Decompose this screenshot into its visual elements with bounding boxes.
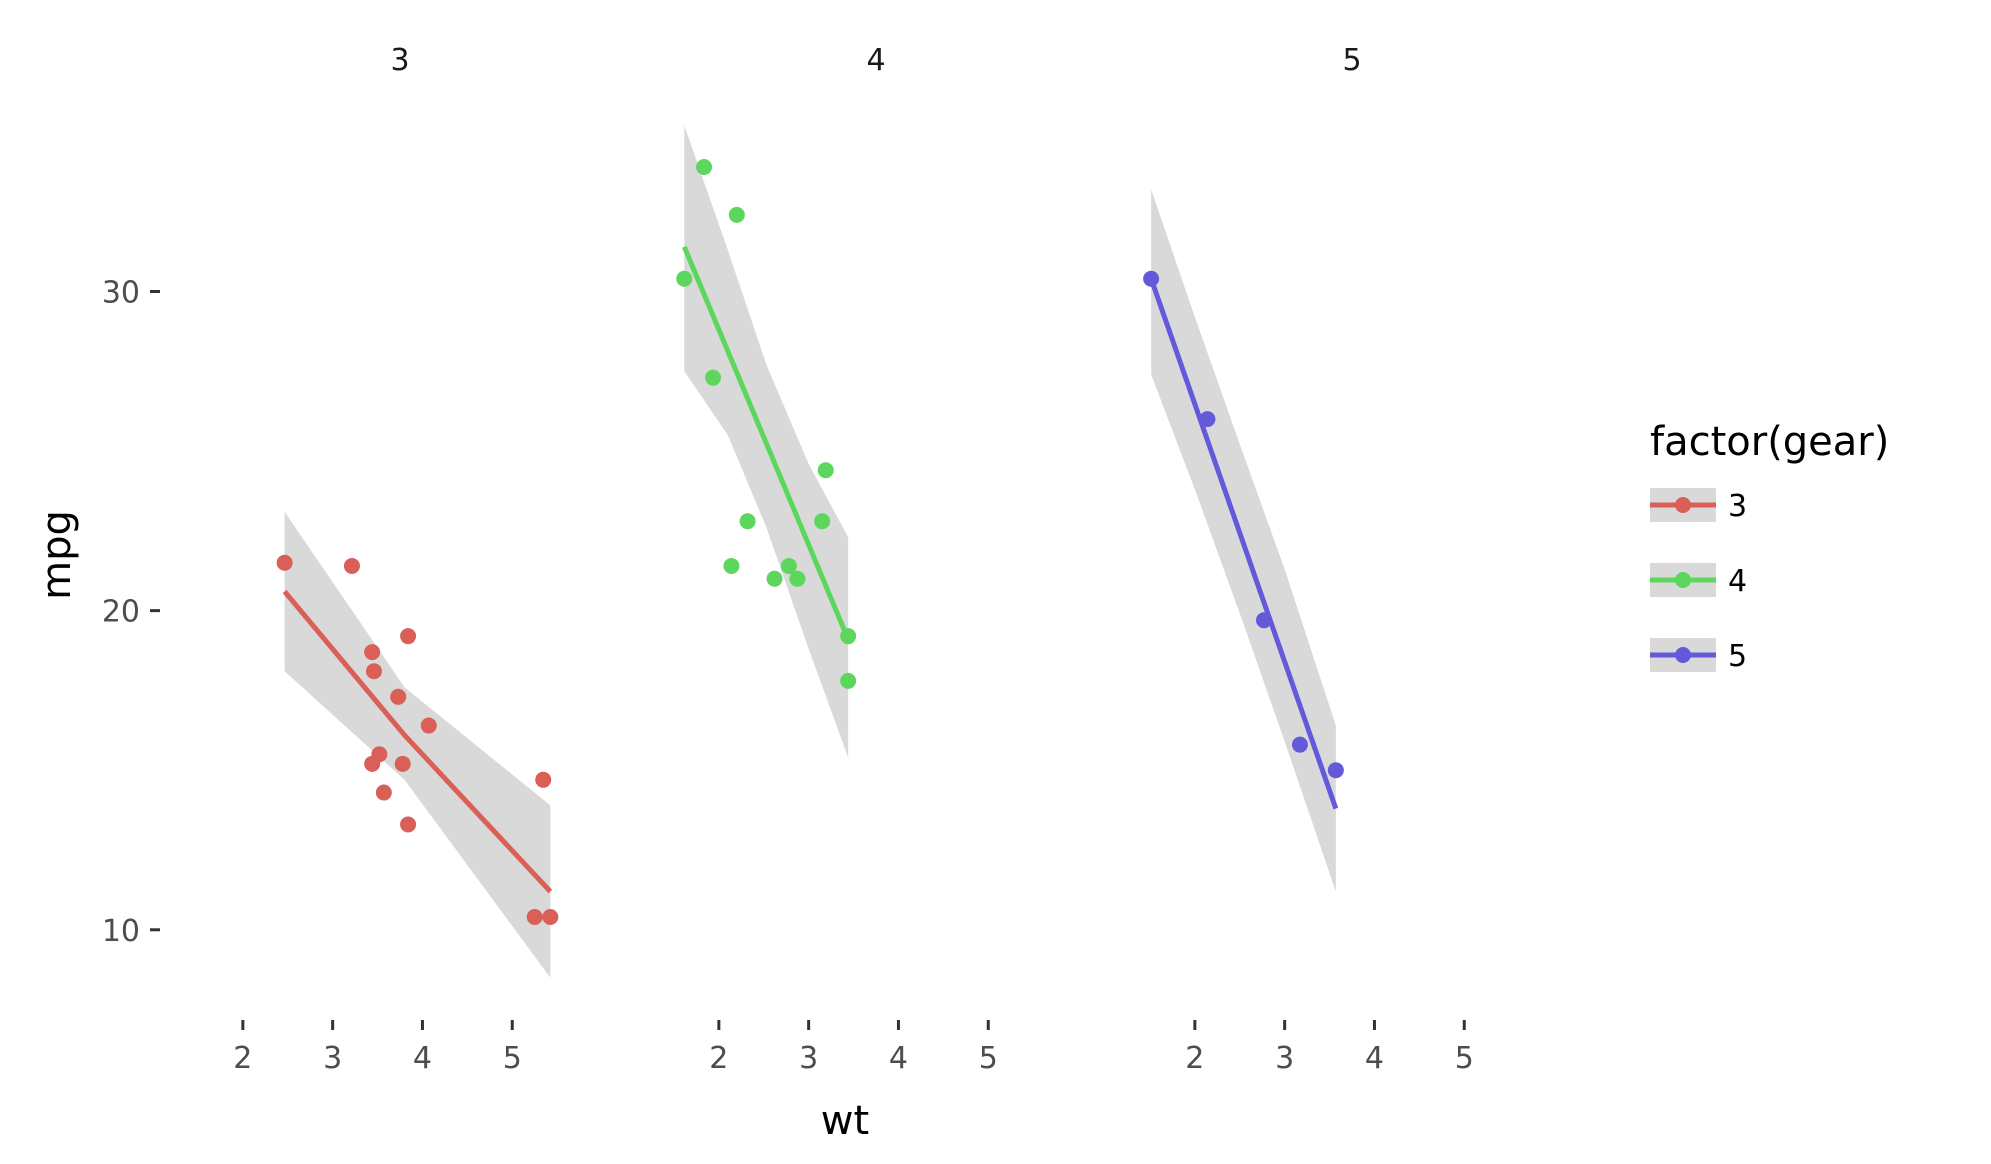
panel-3: 3 [276,43,559,978]
data-point-3-11 [420,717,437,734]
y-tick-label: 30 [102,275,140,310]
legend-label-4: 4 [1728,564,1747,599]
data-point-4-5 [739,513,756,530]
y-tick-label: 20 [102,595,140,630]
fit-line-5 [1148,277,1339,810]
x-tick-label: 3 [799,1041,818,1076]
data-point-4-2 [696,159,713,176]
facet-label-4: 4 [866,43,885,78]
legend-item-3: 3 [1650,488,1747,524]
chart-panels: 3 4 5 [276,43,1362,978]
data-point-4-7 [780,557,797,574]
data-point-4-0 [728,206,745,223]
legend-label-5: 5 [1728,639,1747,674]
x-tick-label: 2 [1185,1041,1204,1076]
panel-5: 5 [1143,43,1362,892]
y-tick-label: 10 [102,914,140,949]
x-axis-panel-4: 2 3 4 5 [709,1020,998,1076]
facet-label-3: 3 [390,43,409,78]
x-tick-label: 3 [1275,1041,1294,1076]
x-tick-label: 5 [1455,1041,1474,1076]
legend: factor(gear) 3 4 5 [1650,419,1889,674]
legend-items: 3 4 5 [1650,488,1747,674]
legend-item-5: 5 [1650,638,1747,674]
data-point-4-1 [676,270,693,287]
x-tick-label: 2 [233,1041,252,1076]
y-axis: 10 20 30 [102,275,160,949]
x-axes: 2 3 4 5 2 3 4 5 2 3 4 5 [233,1020,1474,1076]
x-tick-label: 4 [1365,1041,1384,1076]
data-point-3-6 [371,746,388,763]
x-axis-title: wt [821,1098,869,1144]
data-point-3-4 [375,784,392,801]
data-point-3-7 [390,688,407,705]
data-point-4-12 [840,672,857,689]
panel-4: 4 [676,43,886,758]
data-point-4-8 [789,570,806,587]
legend-title: factor(gear) [1650,419,1889,465]
x-tick-label: 5 [979,1041,998,1076]
data-point-3-12 [526,909,543,926]
x-tick-label: 3 [323,1041,342,1076]
fit-line-3 [282,589,553,894]
x-tick-label: 5 [503,1041,522,1076]
legend-key-point [1675,647,1691,663]
data-point-3-0 [276,554,293,571]
legend-label-3: 3 [1728,489,1747,524]
data-point-5-4 [1327,762,1344,779]
data-point-4-9 [814,513,831,530]
confidence-band-3 [284,511,551,978]
fit-line-4 [681,245,851,641]
data-point-3-8 [394,755,411,772]
legend-item-4: 4 [1650,563,1747,599]
x-tick-label: 2 [709,1041,728,1076]
data-point-3-13 [542,909,559,926]
facet-label-5: 5 [1342,43,1361,78]
x-tick-label: 4 [413,1041,432,1076]
data-point-5-3 [1291,736,1308,753]
legend-key-point [1675,572,1691,588]
data-point-3-9 [400,628,417,645]
x-axis-panel-5: 2 3 4 5 [1185,1020,1474,1076]
legend-key-point [1675,497,1691,513]
data-point-3-10 [400,816,417,833]
x-axis-panel-3: 2 3 4 5 [233,1020,522,1076]
data-point-4-10 [817,462,834,479]
data-point-3-3 [365,663,382,680]
data-point-3-2 [364,644,381,661]
data-point-4-3 [705,369,722,386]
y-axis-title: mpg [34,510,80,600]
data-point-4-6 [766,570,783,587]
x-tick-label: 4 [889,1041,908,1076]
data-point-3-14 [535,771,552,788]
data-point-3-1 [343,557,360,574]
data-point-4-4 [723,557,740,574]
